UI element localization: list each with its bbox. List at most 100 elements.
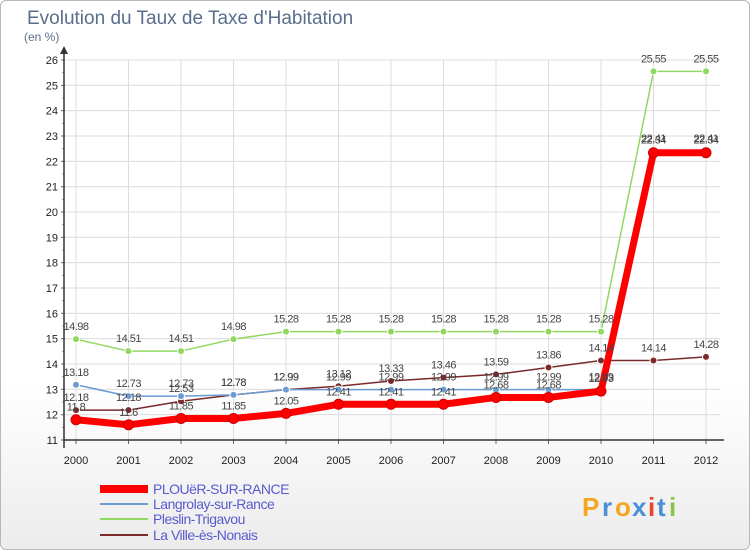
data-label: 15.28: [326, 314, 351, 326]
y-tick-label: 22: [46, 156, 58, 168]
data-point: [597, 327, 605, 336]
x-tick-label: 2006: [379, 455, 403, 467]
data-label: 12.68: [483, 379, 508, 391]
data-label: 15.28: [536, 314, 561, 326]
data-point: [387, 385, 395, 394]
data-label: 13.46: [431, 360, 456, 372]
data-point: [124, 392, 133, 401]
data-point: [597, 356, 605, 365]
data-point: [492, 327, 500, 336]
data-point: [439, 385, 448, 394]
data-point: [702, 67, 710, 76]
y-tick-label: 14: [46, 359, 58, 371]
data-label: 14.51: [168, 333, 193, 345]
data-label: 11.8: [67, 402, 86, 414]
data-point: [123, 419, 134, 431]
data-label: 22.41: [693, 133, 718, 145]
data-label: 15.28: [588, 314, 613, 326]
data-point: [229, 335, 238, 344]
data-point: [333, 398, 344, 410]
data-point: [648, 147, 659, 159]
data-point: [492, 370, 500, 379]
data-point: [385, 398, 397, 410]
data-label: 12.05: [273, 395, 298, 407]
x-tick-label: 2007: [431, 455, 455, 467]
data-label: 12.93: [588, 373, 613, 385]
logo-letter: t: [657, 492, 666, 522]
axes: 11 12 13 14 15 16 17 18 19 20 21 22 23 24 25 26 2000 2001…: [46, 46, 724, 467]
data-point: [700, 147, 712, 159]
data-label: 13.12: [326, 368, 351, 380]
y-tick-label: 17: [46, 283, 58, 295]
data-label: 12.41: [378, 386, 403, 398]
y-tick-label: 26: [46, 55, 58, 67]
data-label: 14.51: [116, 333, 141, 345]
legend: PLOUëR-SUR-RANCELangrolay-sur-RancePlesl…: [100, 481, 290, 543]
data-label: 12.99: [483, 372, 508, 384]
data-label: 11.85: [169, 400, 194, 412]
x-tick-label: 2001: [116, 455, 140, 467]
data-label: 12.99: [273, 372, 298, 384]
y-tick-label: 13: [46, 384, 58, 396]
data-label: 12.18: [116, 392, 141, 404]
data-point: [282, 385, 290, 394]
data-label: 13.33: [378, 363, 403, 375]
logo-letter: r: [602, 492, 612, 522]
data-point: [280, 407, 292, 419]
data-label: 12.53: [168, 383, 193, 395]
data-point: [228, 412, 239, 424]
data-label: 12.73: [116, 378, 141, 390]
data-label: 14.14: [641, 342, 666, 354]
data-point: [438, 398, 449, 410]
data-label: 12.99: [588, 372, 613, 384]
data-label: 12.99: [273, 372, 298, 384]
data-label: 15.28: [483, 314, 508, 326]
logo-letter: x: [632, 492, 647, 522]
data-label: 14.98: [221, 321, 246, 333]
data-labels: 11.8 11.6 11.85 11.85 12.05 12.41 12.41 12.41 12…: [63, 53, 719, 418]
y-tick-label: 25: [46, 80, 58, 92]
legend-label: Pleslin-Trigavou: [153, 511, 245, 527]
data-point: [439, 373, 448, 382]
chart-title: Evolution du Taux de Taxe d'Habitation: [27, 8, 353, 29]
data-label: 12.99: [536, 372, 561, 384]
data-point: [175, 412, 187, 424]
data-label: 12.78: [221, 377, 246, 389]
data-label: 14.28: [693, 339, 718, 351]
data-label: 13.18: [63, 367, 88, 379]
data-point: [490, 391, 502, 403]
y-tick-label: 18: [46, 258, 58, 270]
data-point: [544, 363, 553, 372]
data-label: 13.59: [483, 356, 508, 368]
data-label: 12.99: [431, 372, 456, 384]
data-point: [387, 376, 395, 385]
data-point: [543, 391, 554, 403]
data-point: [72, 335, 80, 344]
y-tick-label: 20: [46, 207, 58, 219]
data-label: 12.78: [221, 377, 246, 389]
data-point: [282, 327, 290, 336]
data-point: [334, 385, 343, 394]
data-label: 12.99: [378, 372, 403, 384]
data-point: [702, 352, 710, 361]
data-label: 11.85: [221, 400, 246, 412]
logo-letter: o: [615, 492, 631, 522]
data-label: 12.73: [168, 378, 193, 390]
data-label: 14.98: [63, 321, 88, 333]
y-tick-label: 12: [46, 410, 58, 422]
data-label: 22.41: [641, 133, 666, 145]
data-point: [72, 406, 80, 415]
x-tick-label: 2003: [221, 455, 245, 467]
data-point: [124, 347, 133, 356]
data-point: [229, 390, 238, 399]
series-layer: [70, 67, 712, 431]
x-tick-label: 2012: [694, 455, 718, 467]
data-label: 15.28: [273, 314, 298, 326]
data-point: [124, 406, 133, 415]
data-point: [649, 67, 658, 76]
legend-label: La Ville-ès-Nonais: [153, 527, 258, 543]
data-label: 25.55: [641, 53, 666, 65]
y-tick-label: 11: [47, 435, 58, 447]
data-point: [595, 385, 607, 397]
